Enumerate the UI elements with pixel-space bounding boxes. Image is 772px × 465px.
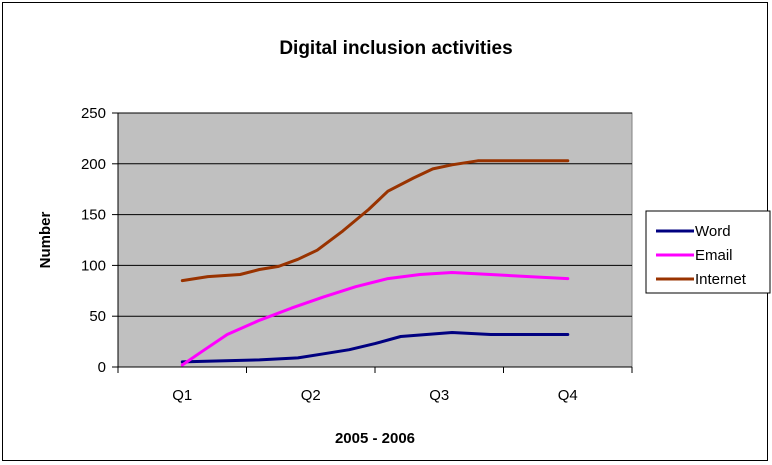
- series-line-internet: [180, 159, 570, 283]
- x-axis-title: 2005 - 2006: [335, 430, 415, 447]
- x-tick-label-q4: Q4: [558, 387, 578, 404]
- y-axis-title: Number: [37, 212, 54, 269]
- legend-label-internet: Internet: [695, 271, 747, 288]
- legend-label-email: Email: [695, 247, 733, 264]
- series-line-word: [180, 331, 570, 364]
- plot-background: [117, 112, 633, 368]
- y-tick-label-2: 100: [81, 257, 106, 274]
- y-tick-label-0: 0: [98, 359, 106, 376]
- legend-label-word: Word: [695, 223, 731, 240]
- y-tick-label-5: 250: [81, 105, 106, 122]
- x-tick-label-q2: Q2: [301, 387, 321, 404]
- y-tick-label-1: 50: [89, 308, 106, 325]
- legend: Word Email Internet: [645, 210, 771, 294]
- x-tick-label-q3: Q3: [429, 387, 449, 404]
- y-tick-label-3: 150: [81, 207, 106, 224]
- x-tick-label-q1: Q1: [172, 387, 192, 404]
- series-line-email: [180, 271, 570, 367]
- y-tick-label-4: 200: [81, 156, 106, 173]
- plot-area: 0 50 100 150 200 250 Q1 Q2 Q3 Q4: [81, 105, 633, 404]
- chart-title: Digital inclusion activities: [279, 38, 512, 59]
